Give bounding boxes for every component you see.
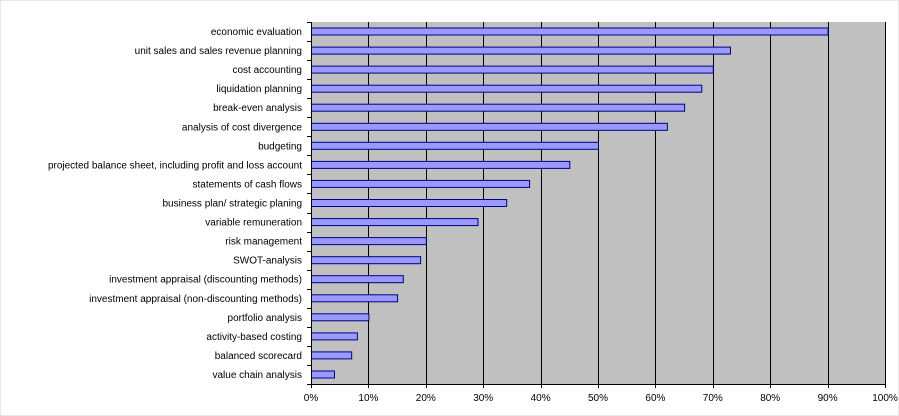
category-label: value chain analysis [213, 370, 303, 381]
category-label: balanced scorecard [215, 351, 302, 362]
bar [311, 218, 479, 227]
x-tick-label: 90% [818, 393, 838, 404]
x-tick-label: 10% [358, 393, 378, 404]
bar [311, 27, 829, 36]
category-label: liquidation planning [216, 84, 302, 95]
category-label: SWOT-analysis [233, 256, 302, 267]
category-label: economic evaluation [211, 27, 302, 38]
x-tick-label: 80% [760, 393, 780, 404]
category-label: activity-based costing [206, 332, 302, 343]
x-tick-label: 50% [588, 393, 608, 404]
x-tick-label: 60% [645, 393, 665, 404]
category-label: analysis of cost divergence [182, 122, 303, 133]
bar [311, 370, 335, 379]
bar [311, 313, 370, 322]
bar [311, 199, 508, 207]
bar [311, 141, 599, 150]
x-tick-label: 70% [703, 393, 723, 404]
gridlines [368, 22, 886, 384]
category-labels: economic evaluation unit sales and sales … [48, 27, 302, 381]
bar [311, 122, 668, 131]
category-label: business plan/ strategic planing [162, 199, 302, 210]
x-tick-label: 30% [473, 393, 493, 404]
x-tick-label: 0% [304, 393, 319, 404]
bar [311, 84, 703, 93]
axes [307, 22, 886, 388]
bar [311, 179, 531, 188]
category-label: projected balance sheet, including profi… [48, 160, 302, 171]
category-label: unit sales and sales revenue planning [135, 46, 302, 57]
bar [311, 46, 731, 55]
category-label: investment appraisal (discounting method… [109, 275, 302, 286]
bar [311, 351, 353, 360]
category-label: risk management [225, 237, 302, 248]
x-tick-label: 100% [872, 393, 898, 404]
x-tick-labels: 0% 10% 20% 30% 40% 50% 60% 70% 80% 90% 100% [304, 393, 898, 404]
bar [311, 294, 399, 303]
category-label: cost accounting [233, 65, 303, 76]
bar [311, 160, 571, 169]
bar [311, 332, 358, 341]
category-label: investment appraisal (non-discounting me… [89, 294, 302, 305]
bars [311, 27, 829, 379]
x-tick-label: 20% [416, 393, 436, 404]
bar [311, 237, 427, 246]
bar [311, 256, 422, 265]
x-tick-label: 40% [531, 393, 551, 404]
bar [311, 65, 714, 74]
category-label: variable remuneration [205, 218, 302, 229]
category-label: statements of cash flows [193, 179, 303, 190]
category-label: budgeting [258, 141, 302, 152]
category-label: break-even analysis [213, 103, 302, 114]
bar [311, 103, 686, 112]
bar [311, 275, 404, 284]
category-label: portfolio analysis [228, 313, 302, 324]
